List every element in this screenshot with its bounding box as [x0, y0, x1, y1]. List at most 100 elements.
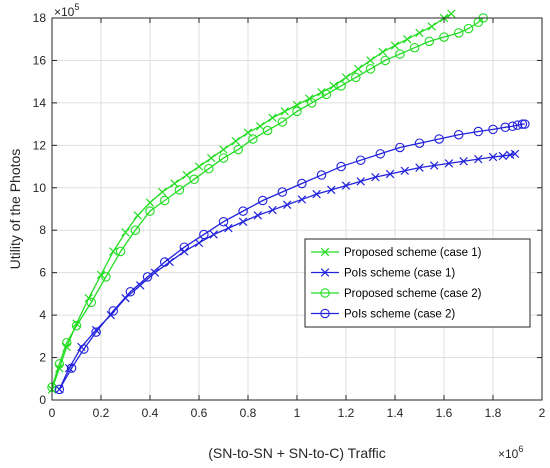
y-tick-label: 6 [39, 266, 46, 280]
data-point [510, 149, 520, 159]
data-point [91, 327, 101, 337]
data-point [86, 297, 96, 308]
y-exponent-base: ×10 [54, 5, 75, 19]
data-point [145, 198, 155, 207]
legend-label: PoIs scheme (case 1) [344, 268, 455, 280]
data-point [109, 247, 118, 256]
x-exponent-base: ×10 [498, 447, 519, 461]
legend: Proposed scheme (case 1) PoIs scheme (cas… [304, 238, 531, 328]
x-tick-label: 1.6 [436, 406, 453, 420]
legend-item: PoIs scheme (case 1) [311, 268, 455, 280]
data-point [238, 206, 248, 216]
data-point [403, 34, 412, 44]
data-point [194, 162, 204, 171]
legend-item: Proposed scheme (case 2) [311, 288, 482, 300]
data-point [395, 142, 405, 153]
data-point [439, 32, 449, 42]
data-point [174, 185, 185, 195]
data-point [158, 187, 167, 197]
data-point [512, 120, 523, 130]
data-point [142, 272, 153, 282]
data-point [453, 28, 464, 38]
data-point [248, 134, 258, 144]
data-point [268, 113, 277, 122]
legend-label: Proposed scheme (case 1) [344, 247, 482, 259]
legend-item: PoIs scheme (case 2) [311, 309, 455, 321]
data-point [415, 28, 424, 38]
data-point [182, 170, 191, 180]
x-axis-label: (SN-to-SN + SN-to-C) Traffic [208, 445, 386, 461]
y-exponent-power: 5 [74, 2, 79, 12]
data-point [199, 229, 209, 240]
data-point [453, 129, 464, 140]
y-tick-label: 4 [39, 308, 46, 322]
data-point [371, 172, 380, 182]
data-point [189, 174, 199, 185]
data-point [231, 136, 240, 146]
data-point [66, 363, 77, 373]
data-point [79, 344, 89, 354]
x-tick-label: 1.8 [485, 406, 502, 420]
data-point [380, 55, 390, 66]
data-point [218, 216, 229, 227]
data-point [256, 122, 265, 131]
y-axis-label: Utility of the Photos [7, 149, 23, 270]
series-1 [47, 9, 456, 394]
data-point [366, 56, 375, 65]
x-tick-label: 0.2 [93, 406, 110, 420]
y-tick-label: 18 [33, 11, 47, 25]
data-point [400, 166, 410, 176]
data-point [390, 41, 400, 50]
data-point [268, 205, 277, 215]
data-point [415, 163, 424, 172]
data-point [305, 94, 314, 103]
y-tick-label: 16 [33, 53, 47, 67]
data-point [365, 64, 376, 74]
data-point [54, 384, 65, 395]
x-tick-label: 1 [294, 406, 301, 420]
x-tick-label: 2 [539, 406, 546, 420]
data-point [115, 246, 126, 257]
data-point [463, 23, 474, 34]
x-exponent-power: 6 [518, 444, 523, 454]
data-point [219, 145, 228, 154]
data-point [262, 125, 273, 136]
data-point [218, 153, 229, 163]
data-point [474, 154, 483, 164]
series-line [58, 153, 516, 390]
data-point [498, 151, 508, 161]
y-tick-label: 2 [39, 351, 46, 365]
data-point [355, 155, 366, 165]
legend-label: Proposed scheme (case 2) [344, 288, 482, 300]
legend-item: Proposed scheme (case 1) [311, 247, 482, 259]
data-point [351, 72, 361, 83]
data-point [297, 178, 307, 189]
data-point [91, 325, 101, 335]
data-point [336, 161, 346, 172]
data-point [61, 337, 72, 348]
x-exponent: ×106 [498, 444, 523, 461]
data-point [277, 117, 288, 127]
data-point [320, 268, 330, 277]
data-point [327, 185, 336, 195]
data-point [459, 157, 468, 166]
data-point [341, 181, 351, 190]
data-point [424, 36, 435, 47]
data-point [253, 211, 263, 220]
series-3 [47, 13, 488, 393]
data-point [520, 119, 530, 129]
data-point [257, 195, 268, 206]
y-exponent: ×105 [54, 2, 79, 19]
series-layer [47, 9, 530, 395]
data-point [336, 81, 346, 91]
data-point [444, 159, 454, 168]
data-point [64, 363, 74, 373]
data-point [306, 98, 317, 108]
data-point [204, 163, 214, 174]
data-point [130, 225, 141, 235]
ticks: 0 0.2 0.4 0.6 0.8 1 1.2 1.4 1.6 1.8 2 0 2 4 6 8 10 12 14 16… [33, 11, 546, 420]
data-point [488, 124, 498, 135]
x-tick-label: 0.4 [142, 406, 159, 420]
data-point [150, 268, 160, 277]
